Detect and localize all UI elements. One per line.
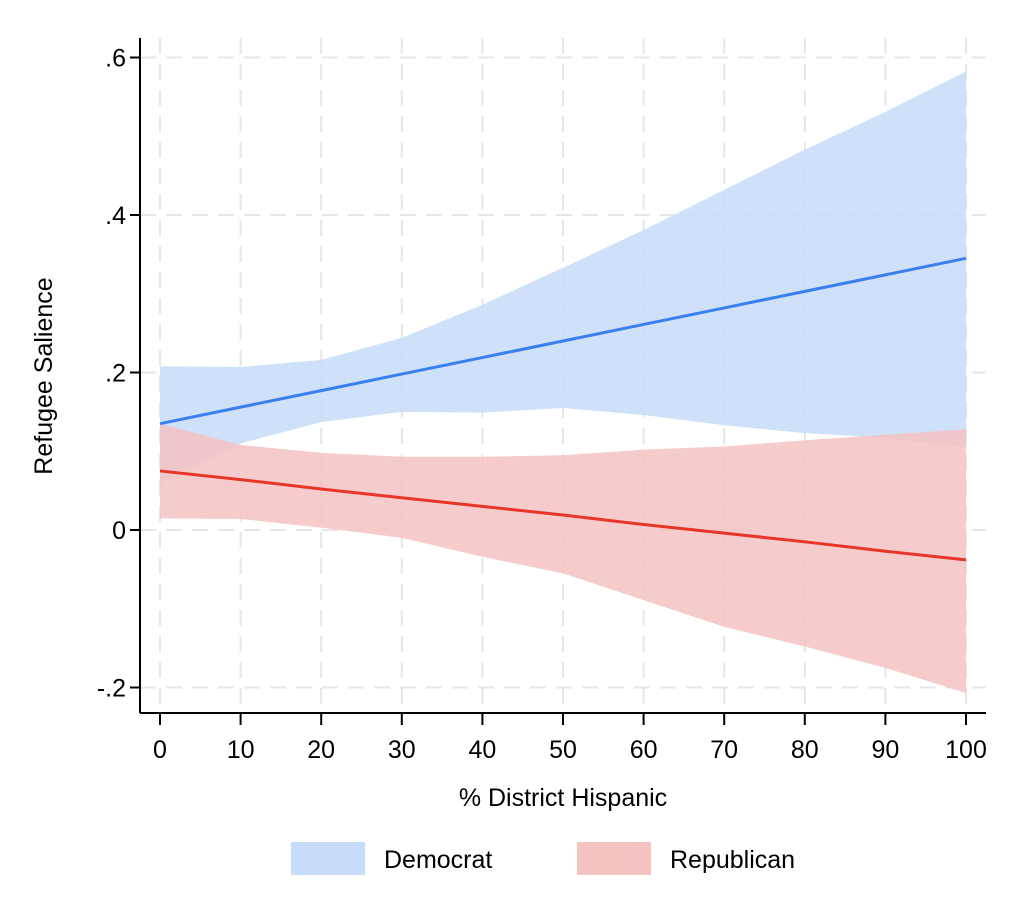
y-tick-label: .2 <box>105 360 126 388</box>
legend-label-republican: Republican <box>670 846 795 874</box>
x-tick-label: 70 <box>710 736 738 764</box>
x-ticks: 0 10 20 30 40 50 60 70 80 90 100 <box>153 713 987 764</box>
y-tick-label: -.2 <box>97 675 126 703</box>
x-tick-label: 20 <box>307 736 335 764</box>
legend-swatch-republican <box>577 842 651 875</box>
legend-label-democrat: Democrat <box>384 846 492 874</box>
ci-band-republican <box>160 423 966 694</box>
legend-swatch-democrat <box>291 842 365 875</box>
x-tick-label: 50 <box>549 736 577 764</box>
x-tick-label: 60 <box>630 736 658 764</box>
x-tick-label: 30 <box>388 736 416 764</box>
x-tick-label: 90 <box>871 736 899 764</box>
x-axis-title: % District Hispanic <box>459 784 667 812</box>
estimate-lines <box>159 256 967 562</box>
y-tick-label: .6 <box>105 45 126 73</box>
line-republican <box>159 469 967 562</box>
x-tick-label: 80 <box>791 736 819 764</box>
y-ticks: -.2 0 .2 .4 .6 <box>97 45 140 703</box>
y-tick-label: 0 <box>112 517 126 545</box>
x-tick-label: 10 <box>227 736 255 764</box>
confidence-bands <box>160 71 966 694</box>
x-tick-label: 40 <box>468 736 496 764</box>
x-tick-label: 0 <box>153 736 167 764</box>
line-democrat <box>159 256 967 426</box>
y-axis-title: Refugee Salience <box>30 277 58 474</box>
legend: Democrat Republican <box>291 842 795 875</box>
y-tick-label: .4 <box>105 202 126 230</box>
ci-band-democrat <box>160 71 966 483</box>
x-tick-label: 100 <box>945 736 987 764</box>
